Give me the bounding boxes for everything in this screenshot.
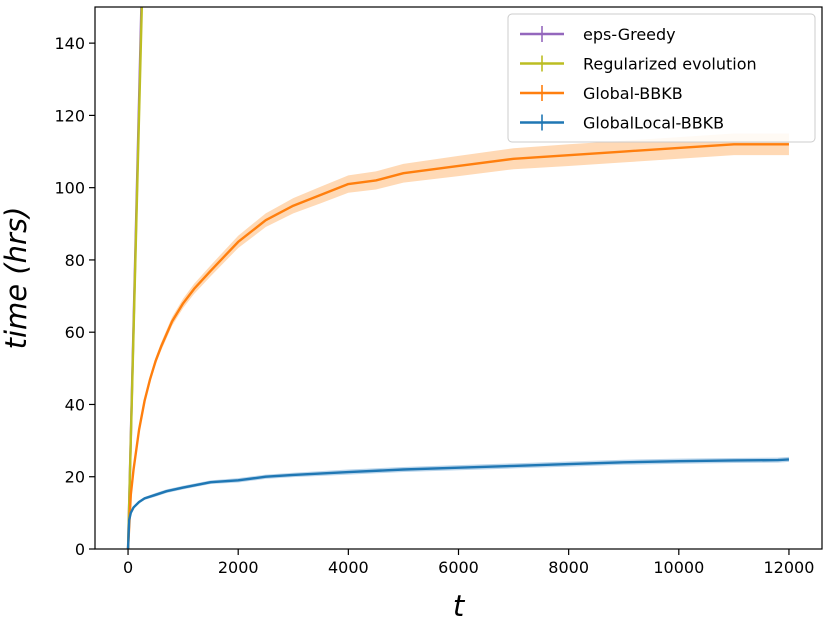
y-tick-label: 80 bbox=[65, 251, 85, 270]
x-axis-title: t bbox=[453, 589, 466, 623]
x-tick-label: 12000 bbox=[764, 558, 815, 577]
x-tick-label: 4000 bbox=[328, 558, 369, 577]
legend-label: GlobalLocal-BBKB bbox=[583, 114, 724, 133]
legend-label: Regularized evolution bbox=[583, 55, 757, 74]
legend-box bbox=[507, 13, 816, 143]
y-tick-label: 120 bbox=[54, 106, 85, 125]
y-axis-ticks: 0 20 40 60 80 100 120 140 bbox=[54, 34, 95, 559]
x-tick-label: 10000 bbox=[653, 558, 704, 577]
legend-item: Regularized evolution bbox=[520, 55, 757, 74]
series-lines bbox=[126, 7, 790, 549]
x-axis-ticks: 0 2000 4000 6000 8000 10000 12000 bbox=[123, 549, 814, 577]
legend-label: eps-Greedy bbox=[583, 25, 676, 44]
legend: eps-Greedy Regularized evolution Global-BB… bbox=[507, 13, 816, 143]
legend-item: Global-BBKB bbox=[520, 84, 683, 103]
y-tick-label: 0 bbox=[75, 540, 85, 559]
legend-label: Global-BBKB bbox=[583, 84, 683, 103]
series-line-global-bbkb bbox=[126, 143, 789, 549]
y-tick-label: 60 bbox=[65, 323, 85, 342]
y-tick-label: 40 bbox=[65, 395, 85, 414]
y-tick-label: 140 bbox=[54, 34, 85, 53]
legend-item: eps-Greedy bbox=[520, 25, 676, 44]
series-line-globallocal-bbkb bbox=[126, 458, 790, 549]
x-tick-label: 2000 bbox=[218, 558, 259, 577]
legend-item: GlobalLocal-BBKB bbox=[520, 114, 724, 133]
series-line-regularized-evolution bbox=[126, 7, 144, 549]
x-tick-label: 0 bbox=[123, 558, 133, 577]
y-axis-title: time (hrs) bbox=[0, 207, 33, 350]
x-tick-label: 6000 bbox=[438, 558, 479, 577]
y-tick-label: 20 bbox=[65, 468, 85, 487]
x-tick-label: 8000 bbox=[548, 558, 589, 577]
y-tick-label: 100 bbox=[54, 179, 85, 198]
